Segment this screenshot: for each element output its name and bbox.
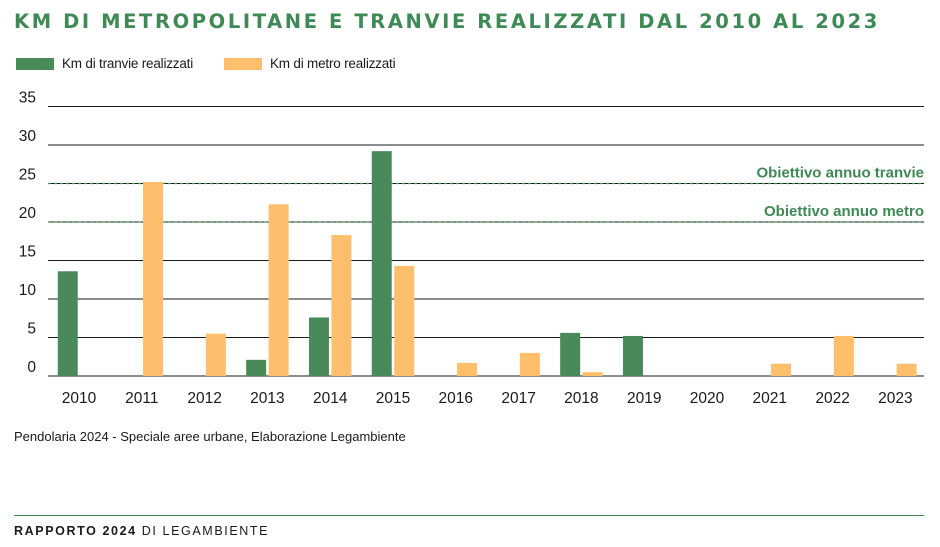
target-label-1: Obiettivo annuo metro xyxy=(764,203,924,220)
x-tick-label-2012: 2012 xyxy=(187,390,221,407)
source-note: Pendolaria 2024 - Speciale aree urbane, … xyxy=(14,429,406,444)
bar-tranvie-2010 xyxy=(57,271,78,376)
x-tick-label-2019: 2019 xyxy=(627,390,661,407)
x-tick-label-2021: 2021 xyxy=(753,390,787,407)
legend-item-metro: Km di metro realizzati xyxy=(224,56,396,71)
bar-tranvie-2013 xyxy=(246,359,267,376)
legend-swatch-metro xyxy=(224,57,262,70)
x-tick-label-2013: 2013 xyxy=(250,390,284,407)
bar-metro-2023 xyxy=(896,363,917,376)
bar-metro-2011 xyxy=(143,181,164,376)
y-tick-label: 30 xyxy=(19,128,37,145)
bar-metro-2022 xyxy=(833,335,854,376)
legend-item-tranvie: Km di tranvie realizzati xyxy=(16,56,193,71)
bar-tranvie-2015 xyxy=(371,151,392,376)
footer: RAPPORTO 2024 DI LEGAMBIENTE xyxy=(14,524,269,538)
footer-publisher: DI LEGAMBIENTE xyxy=(141,524,270,538)
footer-report: RAPPORTO 2024 xyxy=(14,524,137,538)
bar-tranvie-2019 xyxy=(622,335,643,376)
x-tick-label-2023: 2023 xyxy=(878,390,912,407)
bar-metro-2015 xyxy=(394,265,415,376)
y-tick-label: 5 xyxy=(27,321,36,338)
x-tick-label-2014: 2014 xyxy=(313,390,348,407)
x-tick-label-2010: 2010 xyxy=(62,390,97,407)
x-tick-label-2020: 2020 xyxy=(690,390,725,407)
y-tick-label: 20 xyxy=(19,205,37,222)
target-label-0: Obiettivo annuo tranvie xyxy=(756,165,924,182)
y-tick-label: 25 xyxy=(19,167,36,184)
bar-tranvie-2018 xyxy=(560,332,581,376)
legend-label-metro: Km di metro realizzati xyxy=(270,56,396,71)
bar-tranvie-2014 xyxy=(308,317,329,376)
bar-metro-2018 xyxy=(582,372,603,376)
bar-metro-2014 xyxy=(331,235,352,376)
x-tick-label-2022: 2022 xyxy=(815,390,849,407)
x-tick-label-2018: 2018 xyxy=(564,390,598,407)
legend-swatch-tranvie xyxy=(16,57,54,70)
x-tick-label-2011: 2011 xyxy=(125,390,158,407)
legend-label-tranvie: Km di tranvie realizzati xyxy=(62,56,193,71)
y-tick-label: 0 xyxy=(27,359,36,376)
bar-chart: 0 5 10 15 20 25 30 35 Obiettivo annuo tranvie Obi… xyxy=(19,90,924,407)
x-tick-label-2015: 2015 xyxy=(376,390,410,407)
bar-metro-2013 xyxy=(268,204,289,376)
y-tick-label: 15 xyxy=(19,244,36,261)
bar-metro-2012 xyxy=(205,333,226,376)
footer-divider xyxy=(14,515,924,516)
bar-metro-2017 xyxy=(519,352,540,376)
bar-metro-2016 xyxy=(457,362,478,376)
x-tick-label-2017: 2017 xyxy=(501,390,535,407)
y-tick-label: 35 xyxy=(19,90,36,107)
chart-title: KM DI METROPOLITANE E TRANVIE REALIZZATI… xyxy=(14,10,880,33)
y-tick-label: 10 xyxy=(19,282,37,299)
bar-metro-2021 xyxy=(771,363,792,376)
x-tick-label-2016: 2016 xyxy=(439,390,473,407)
